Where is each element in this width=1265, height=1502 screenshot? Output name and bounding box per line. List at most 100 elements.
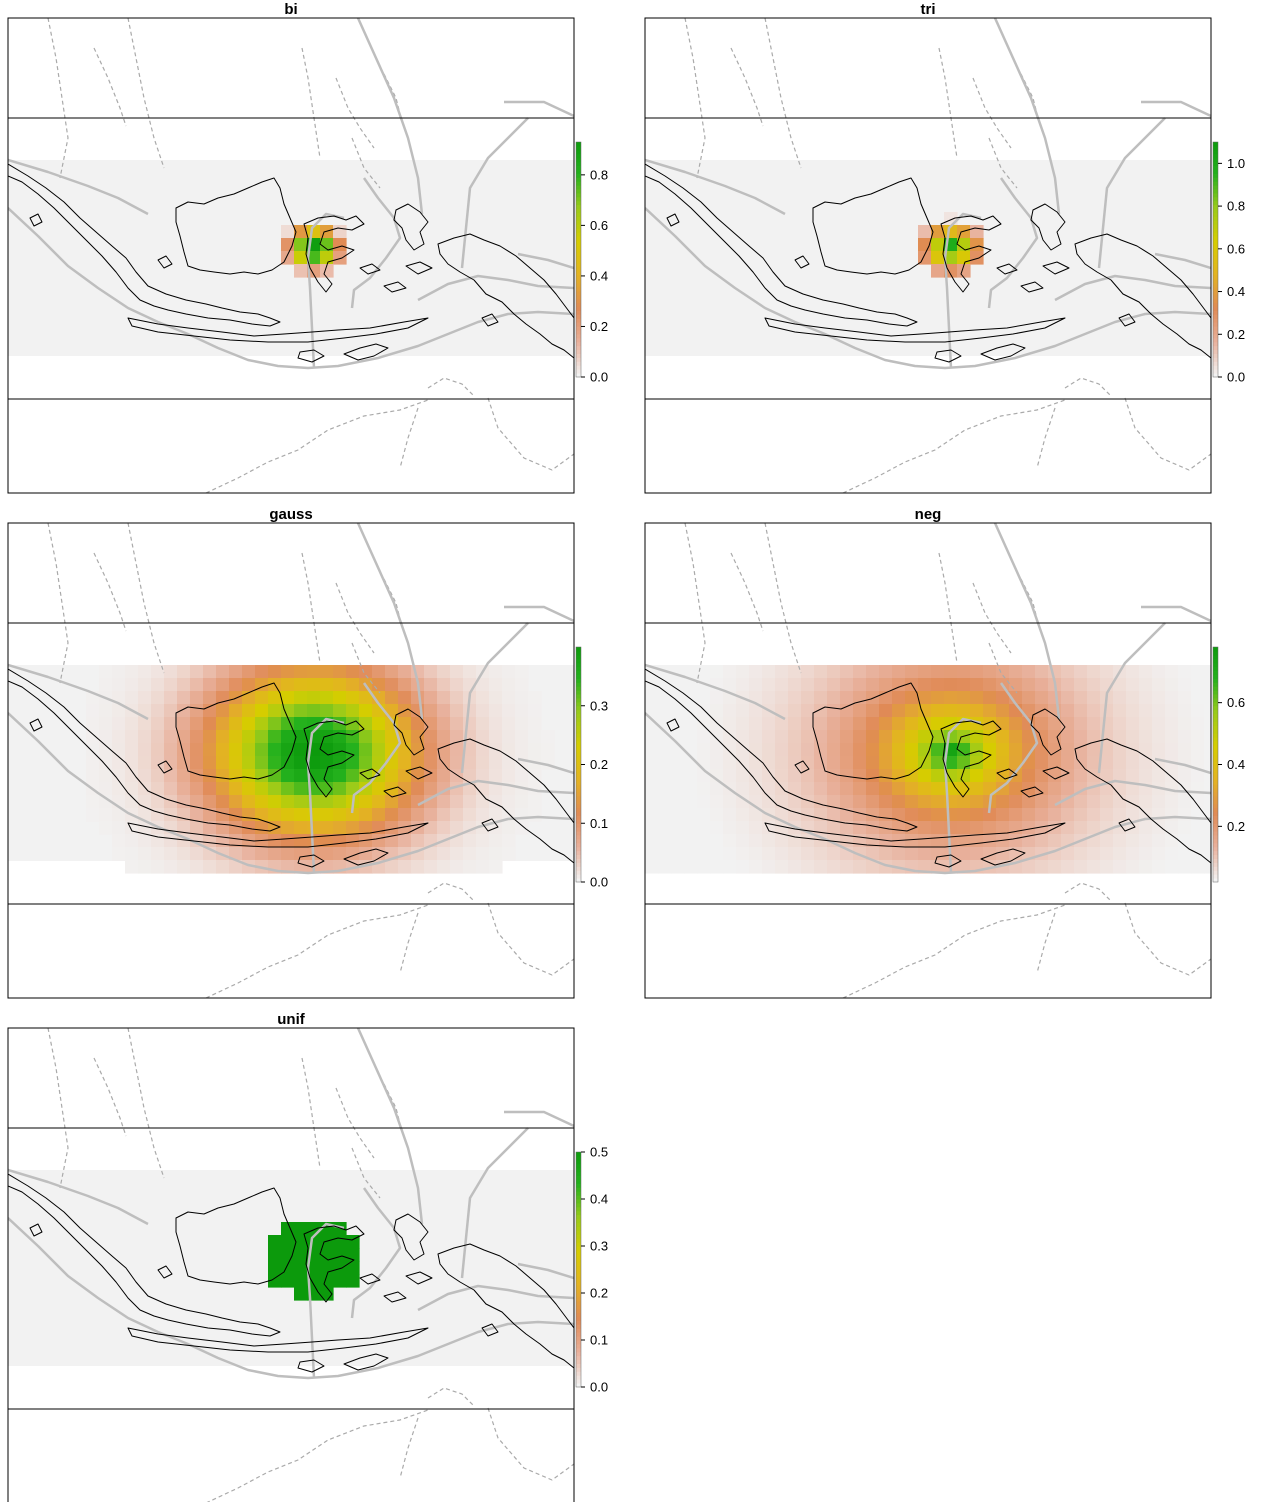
density-cell xyxy=(372,678,386,692)
density-cell xyxy=(333,1261,347,1275)
colorbar-step xyxy=(576,1222,581,1227)
colorbar-step xyxy=(576,177,581,182)
density-cell xyxy=(424,769,438,783)
density-cell xyxy=(1139,665,1153,679)
density-cell xyxy=(164,795,178,809)
density-cell xyxy=(892,808,906,822)
density-cell xyxy=(866,756,880,770)
density-cell xyxy=(450,691,464,705)
density-cell xyxy=(671,795,685,809)
colorbar-step xyxy=(1213,318,1218,323)
density-cell xyxy=(918,717,932,731)
colorbar-step xyxy=(576,709,581,715)
density-cell xyxy=(320,251,334,265)
density-cell xyxy=(216,730,230,744)
density-cell xyxy=(684,860,698,874)
density-cell xyxy=(190,743,204,757)
density-cell xyxy=(411,795,425,809)
density-cell xyxy=(138,678,152,692)
density-cell xyxy=(1048,782,1062,796)
density-cell xyxy=(658,691,672,705)
density-cell xyxy=(1048,717,1062,731)
density-cell xyxy=(164,730,178,744)
colorbar-step xyxy=(1213,310,1218,315)
density-cell xyxy=(294,808,308,822)
density-cell xyxy=(1165,730,1179,744)
colorbar-tick-label: 1.0 xyxy=(1227,156,1245,171)
density-cell xyxy=(710,821,724,835)
density-cell xyxy=(866,821,880,835)
boundary-line xyxy=(350,1187,402,1319)
density-cell xyxy=(437,717,451,731)
density-cell xyxy=(1061,808,1075,822)
colorbar-step xyxy=(1213,791,1218,797)
colorbar-step xyxy=(576,1285,581,1290)
density-cell xyxy=(190,860,204,874)
density-cell xyxy=(411,769,425,783)
density-cell xyxy=(424,808,438,822)
density-cell xyxy=(1061,847,1075,861)
density-cell xyxy=(840,782,854,796)
density-cell xyxy=(346,1261,360,1275)
density-cell xyxy=(710,756,724,770)
density-cell xyxy=(190,782,204,796)
colorbar-step xyxy=(576,161,581,166)
boundary-line xyxy=(987,682,1039,814)
colorbar-step xyxy=(576,1304,581,1310)
density-cell xyxy=(203,691,217,705)
density-cell xyxy=(827,860,841,874)
density-cell xyxy=(723,717,737,731)
density-cell xyxy=(1139,691,1153,705)
dashed-outline xyxy=(1036,407,1056,469)
colorbar-step xyxy=(576,157,581,163)
colorbar-step xyxy=(576,854,581,859)
density-cell xyxy=(749,860,763,874)
density-cell xyxy=(1126,704,1140,718)
colorbar-step xyxy=(1213,784,1218,789)
density-cell xyxy=(450,821,464,835)
density-cell xyxy=(801,769,815,783)
colorbar-step xyxy=(576,1152,581,1157)
colorbar-step xyxy=(576,701,581,707)
density-cell xyxy=(138,769,152,783)
density-cell xyxy=(177,665,191,679)
density-cell xyxy=(749,665,763,679)
coastline xyxy=(996,768,1018,780)
dashed-outline xyxy=(93,552,127,632)
colorbar-step xyxy=(1213,306,1218,311)
boundary-line xyxy=(504,100,574,118)
density-cell xyxy=(502,665,516,679)
coastlines xyxy=(645,668,1211,868)
colorbar-step xyxy=(1213,874,1218,879)
density-cell xyxy=(307,678,321,692)
density-cell xyxy=(502,834,516,848)
density-cell xyxy=(1126,834,1140,848)
density-cell xyxy=(762,756,776,770)
colorbar-step xyxy=(576,697,581,703)
density-cell xyxy=(333,834,347,848)
density-cell xyxy=(463,769,477,783)
density-cell xyxy=(1126,782,1140,796)
dashed-outline xyxy=(487,902,574,976)
density-cell xyxy=(788,743,802,757)
density-cell xyxy=(944,691,958,705)
density-cell xyxy=(697,743,711,757)
density-cell xyxy=(333,743,347,757)
boundary-line xyxy=(306,717,345,874)
density-cell xyxy=(1087,756,1101,770)
density-cell xyxy=(749,769,763,783)
colorbar-step xyxy=(576,294,581,300)
density-cell xyxy=(125,678,139,692)
density-cell xyxy=(827,743,841,757)
colorbar-step xyxy=(576,682,581,687)
density-cell xyxy=(359,782,373,796)
density-cell xyxy=(710,834,724,848)
density-cell xyxy=(697,717,711,731)
density-cell xyxy=(879,665,893,679)
density-cell xyxy=(710,782,724,796)
density-cell xyxy=(1139,795,1153,809)
density-cell xyxy=(333,847,347,861)
colorbar-step xyxy=(576,838,581,844)
coastline xyxy=(940,720,1002,798)
